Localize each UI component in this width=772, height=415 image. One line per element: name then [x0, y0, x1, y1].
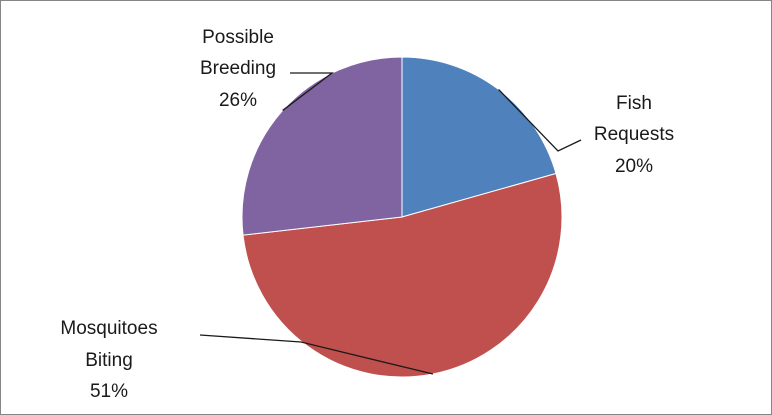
- pie-slices: [241, 56, 563, 378]
- slice-label-possible-breeding-line2: Breeding: [200, 58, 276, 79]
- leader-line-2: [282, 72, 334, 111]
- leader-line-0: [498, 88, 582, 152]
- slice-pct-mosquitoes-biting: 51%: [90, 381, 128, 402]
- slice-label-mosquitoes-biting-line1: Mosquitoes: [60, 318, 157, 339]
- leader-lines: [199, 72, 582, 375]
- pie-slice-possible-breeding: [241, 56, 403, 236]
- slice-label-mosquitoes-biting-line2: Biting: [85, 350, 133, 371]
- pie-slice-fish-requests: [401, 56, 557, 218]
- slice-pct-possible-breeding: 26%: [219, 90, 257, 111]
- slice-pct-fish-requests: 20%: [615, 156, 653, 177]
- leader-line-1: [199, 334, 434, 375]
- slice-label-possible-breeding-line1: Possible: [202, 27, 274, 48]
- slice-label-fish-requests-line1: Fish: [616, 93, 652, 114]
- slice-label-fish-requests-line2: Requests: [594, 124, 674, 145]
